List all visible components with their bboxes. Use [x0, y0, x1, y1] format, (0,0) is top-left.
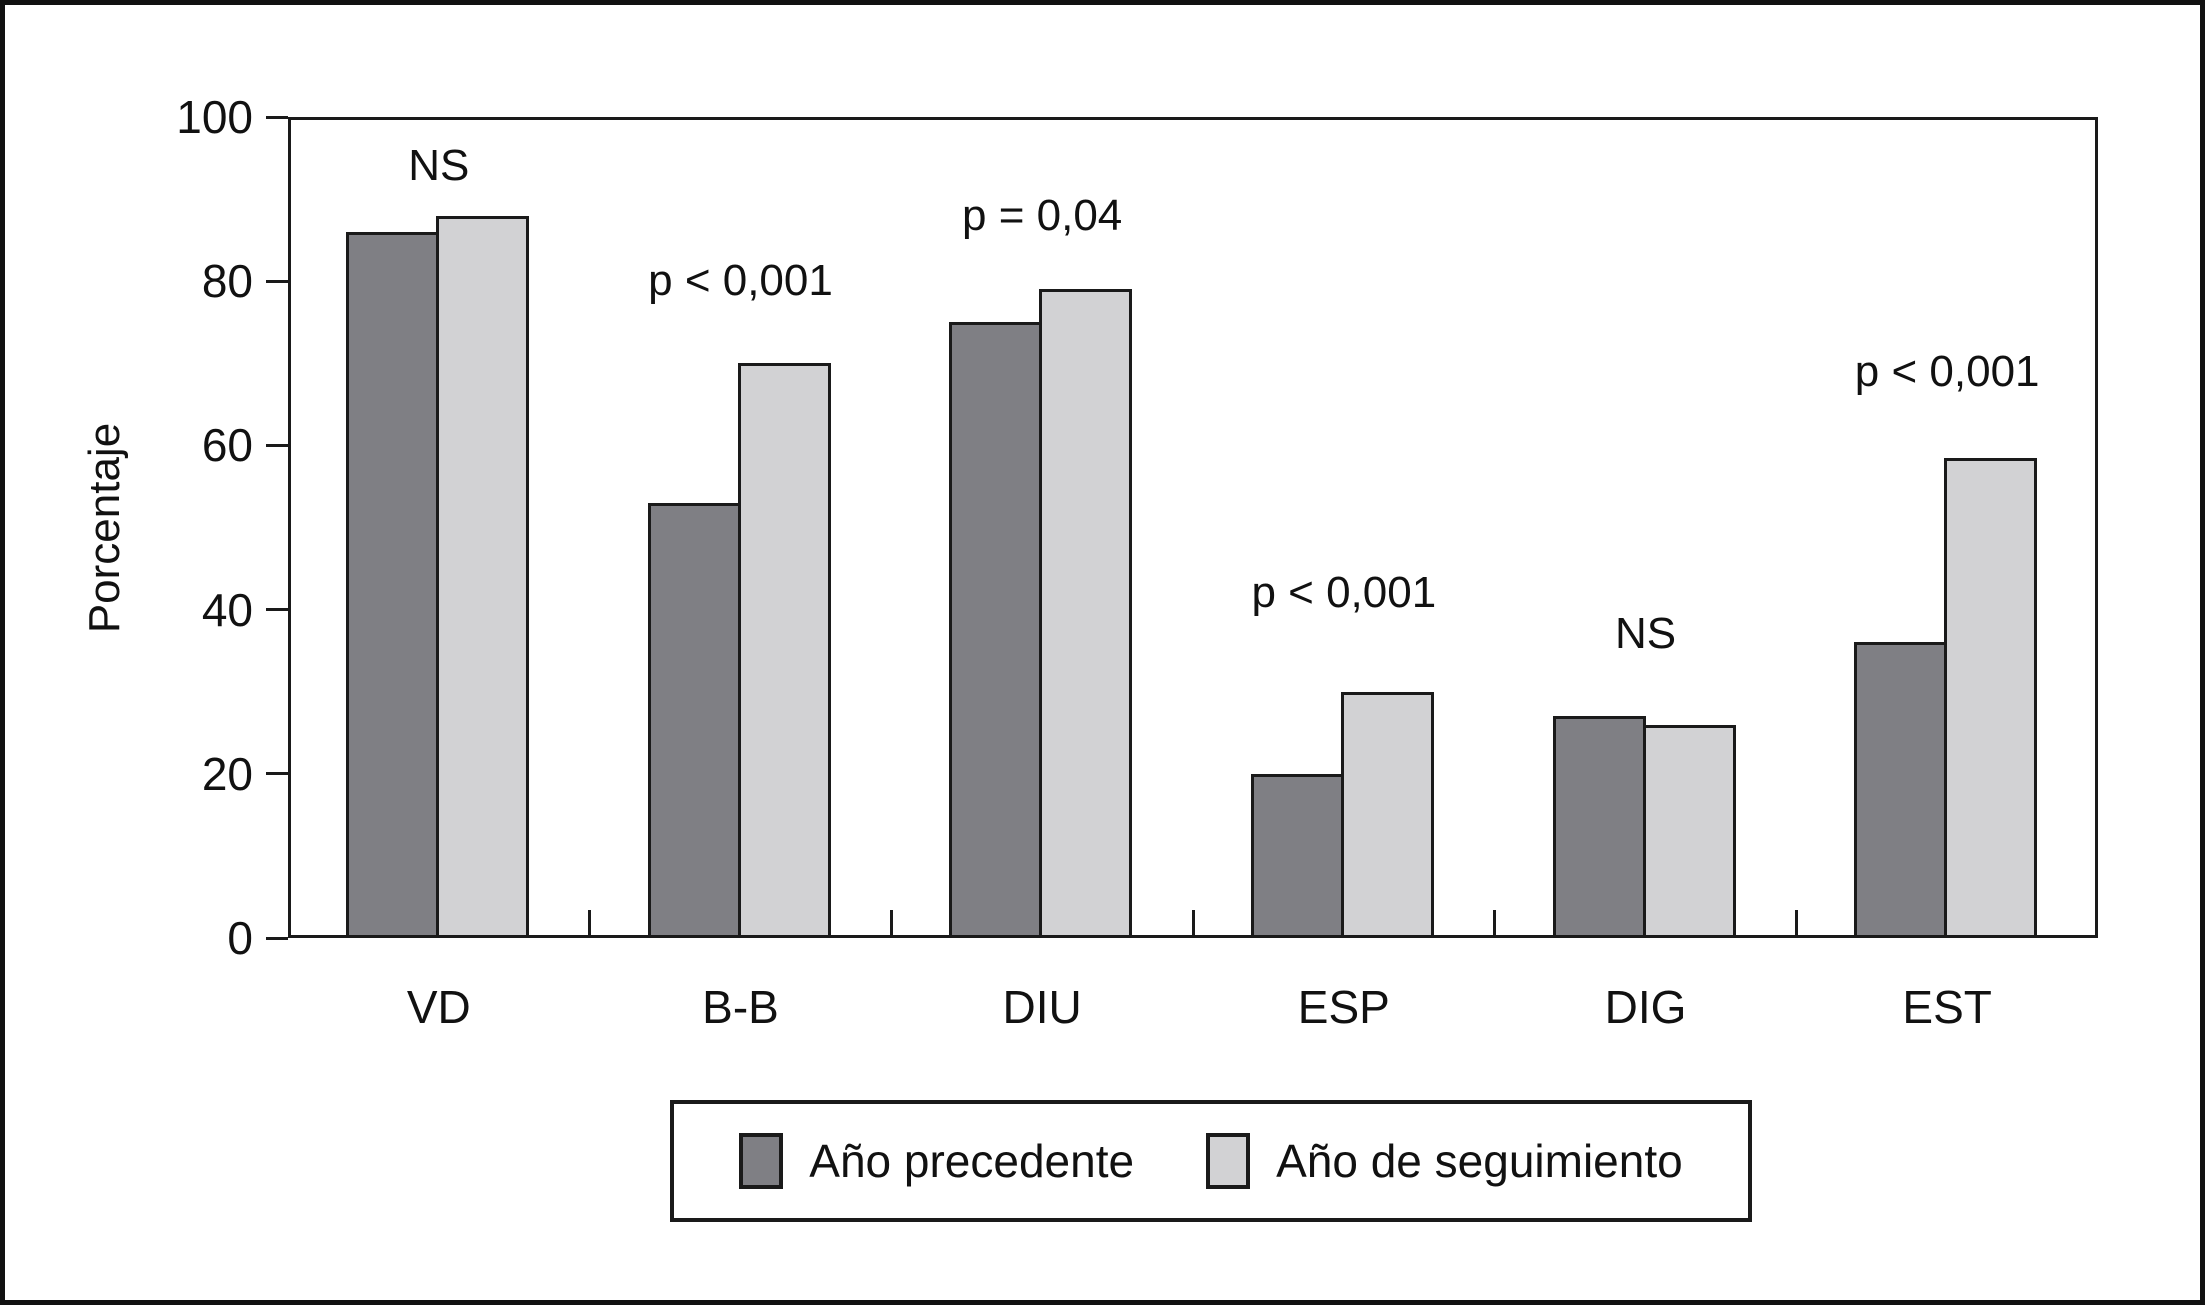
y-tick-label: 20 — [201, 747, 253, 800]
annotation-est: p < 0,001 — [1854, 346, 2040, 396]
category-label-esp: ESP — [1297, 981, 1390, 1033]
annotation-b-b: p < 0,001 — [648, 256, 833, 306]
legend-entry-precedente: Año precedente — [739, 1133, 1134, 1189]
legend-swatch-precedente — [739, 1133, 784, 1189]
y-tick-label: 80 — [201, 255, 253, 308]
y-tick-mark — [266, 772, 288, 776]
annotation-vd: NS — [408, 141, 470, 191]
category-label-dig: DIG — [1604, 981, 1687, 1033]
x-tick-mark — [1794, 910, 1798, 938]
legend-label: Año de seguimiento — [1276, 1135, 1683, 1187]
category-label-vd: VD — [406, 981, 471, 1033]
bar-est-seguimiento — [1944, 457, 2038, 938]
legend-label: Año precedente — [809, 1135, 1135, 1187]
y-tick-label: 0 — [227, 912, 253, 964]
x-tick-mark — [1191, 910, 1195, 938]
x-tick-mark — [889, 910, 893, 938]
bar-est-precedente — [1854, 642, 1948, 938]
bar-dig-precedente — [1552, 716, 1646, 938]
plot-area — [288, 117, 2098, 938]
annotation-dig: NS — [1614, 609, 1677, 659]
category-label-b-b: B-B — [702, 981, 779, 1033]
x-tick-mark — [588, 910, 592, 938]
y-tick-mark — [266, 936, 288, 940]
legend-entry-seguimiento: Año de seguimiento — [1206, 1133, 1683, 1189]
legend: Año precedente Año de seguimiento — [670, 1100, 1752, 1222]
bar-dig-seguimiento — [1642, 724, 1736, 938]
y-tick-mark — [266, 115, 288, 119]
annotation-esp: p < 0,001 — [1251, 568, 1437, 618]
category-label-diu: DIU — [1002, 981, 1082, 1033]
y-tick-label: 40 — [201, 583, 253, 636]
x-tick-mark — [1493, 910, 1497, 938]
bar-esp-precedente — [1250, 773, 1344, 938]
bar-b-b-precedente — [647, 502, 741, 938]
y-tick-mark — [266, 279, 288, 283]
bar-diu-seguimiento — [1039, 289, 1133, 938]
y-tick-mark — [266, 608, 288, 612]
category-label-est: EST — [1902, 981, 1992, 1033]
bar-diu-precedente — [949, 322, 1043, 938]
y-tick-label: 100 — [176, 91, 253, 143]
bar-esp-seguimiento — [1340, 691, 1434, 938]
bar-b-b-seguimiento — [737, 363, 831, 938]
annotation-diu: p = 0,04 — [962, 190, 1123, 240]
bar-vd-seguimiento — [435, 215, 529, 938]
y-tick-mark — [266, 443, 288, 447]
legend-swatch-seguimiento — [1206, 1133, 1251, 1189]
y-tick-label: 60 — [201, 419, 253, 472]
bar-vd-precedente — [345, 231, 439, 938]
